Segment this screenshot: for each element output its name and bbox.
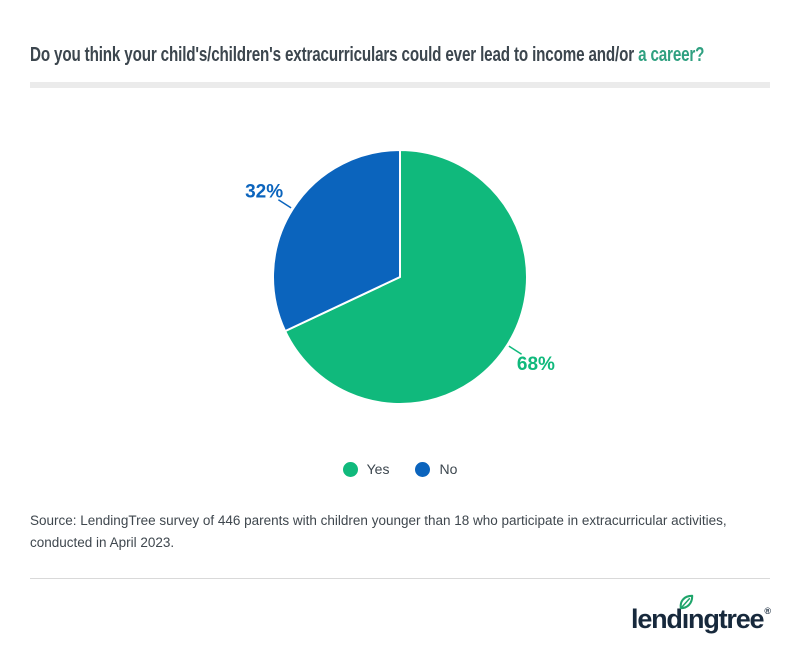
legend-item-yes: Yes (342, 461, 390, 477)
logo-text-before: lend (631, 604, 683, 634)
lendingtree-logo: lend ıngtree® (631, 594, 771, 634)
logo-text-after: ngtree (688, 604, 765, 634)
source-note: Source: LendingTree survey of 446 parent… (30, 513, 727, 551)
legend-swatch-no (415, 461, 431, 477)
leaf-icon (679, 594, 693, 610)
logo-letter-i: ı (679, 594, 693, 633)
pie-value-label-no: 32% (245, 181, 283, 202)
pie-leader-yes (508, 345, 523, 355)
chart-title-highlight: a career? (634, 44, 705, 66)
legend-swatch-yes (342, 461, 358, 477)
legend-item-no: No (415, 461, 457, 477)
pie-value-label-yes: 68% (517, 354, 555, 375)
pie-leader-no (277, 199, 292, 209)
legend-label-yes: Yes (366, 461, 390, 477)
chart-legend: Yes No (0, 461, 800, 477)
legend-label-no: No (439, 461, 458, 477)
pie-chart-svg: 68% 32% (245, 149, 555, 405)
title-underline-bar (30, 82, 770, 88)
pie-slice-no (272, 149, 401, 333)
footer-divider (30, 578, 770, 579)
chart-title: Do you think your child's/children's ext… (30, 44, 790, 67)
pie-slice-yes (284, 149, 528, 405)
registered-mark: ® (764, 606, 771, 616)
chart-title-main: Do you think your child's/children's ext… (30, 44, 635, 66)
